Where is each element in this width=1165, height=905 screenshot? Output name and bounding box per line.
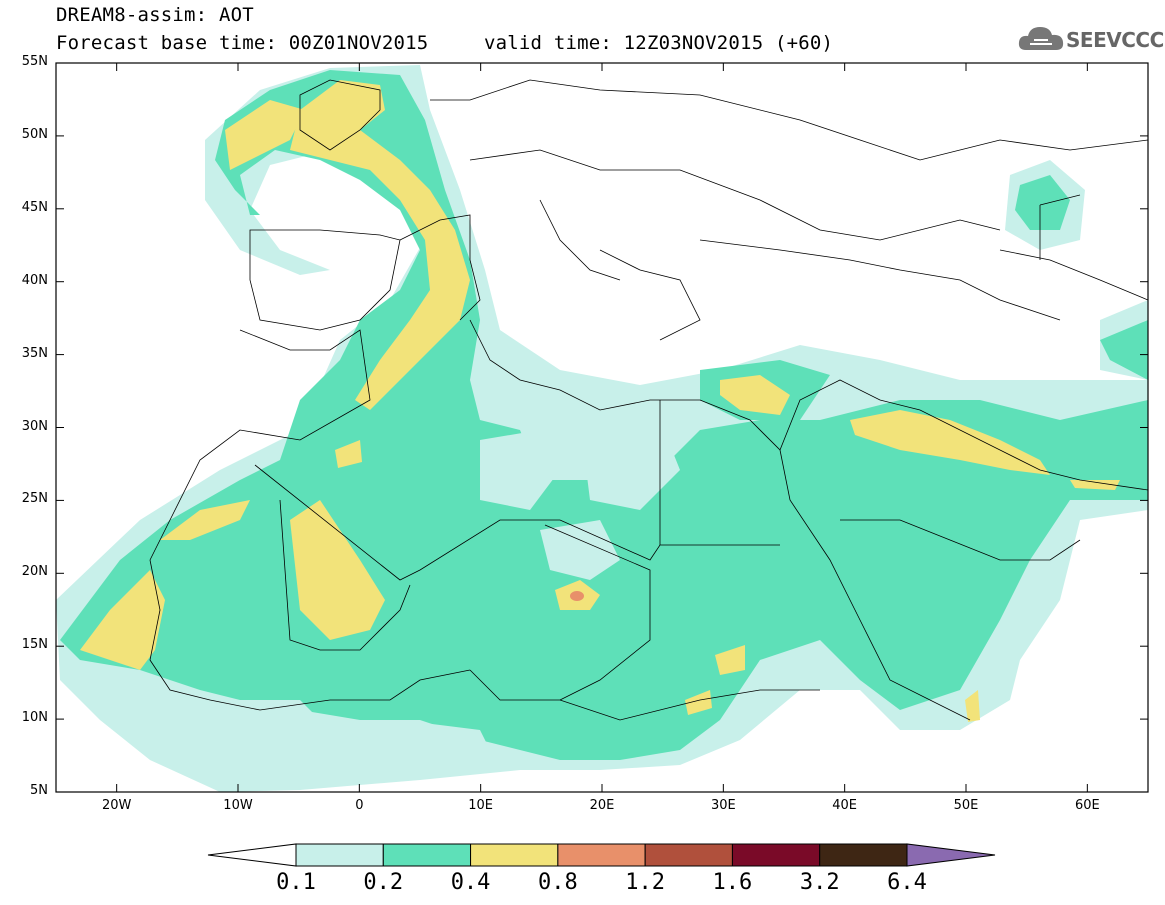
lon-label: 20W — [101, 798, 132, 813]
lat-label: 55N — [21, 54, 48, 69]
borders — [149, 79, 1148, 721]
axis-ticks — [56, 62, 1148, 793]
lat-label: 30N — [21, 418, 48, 434]
colorbar-low-arrow — [207, 843, 297, 867]
lat-label: 45N — [21, 199, 48, 215]
lon-label: 20E — [589, 798, 615, 813]
lon-label: 50E — [953, 798, 979, 813]
lat-label: 25N — [21, 491, 48, 507]
aot-band-0.8 — [570, 591, 584, 601]
colorbar-label: 0.4 — [450, 870, 491, 895]
colorbar — [207, 843, 996, 867]
aot-band-0.1-inner — [180, 420, 680, 780]
colorbar-label: 1.6 — [712, 870, 753, 895]
seevccc-logo: SEEVCCC — [1018, 22, 1164, 56]
colorbar-box — [819, 843, 908, 867]
valid-time: valid time: 12Z03NOV2015 (+60) — [484, 32, 834, 54]
colorbar-high-arrow — [906, 843, 996, 867]
colorbar-box — [644, 843, 733, 867]
lat-label: 50N — [21, 126, 48, 142]
colorbar-box — [295, 843, 384, 867]
colorbar-label: 1.2 — [625, 870, 666, 895]
colorbar-label: 6.4 — [887, 870, 927, 895]
lon-label: 10W — [223, 798, 253, 813]
lon-label: 0 — [355, 798, 364, 813]
aot-band-0.4 — [80, 80, 1120, 722]
lon-label: 10E — [468, 798, 494, 813]
lat-label: 35N — [21, 345, 48, 361]
colorbar-box — [382, 843, 472, 867]
lat-label: 5N — [30, 783, 48, 798]
colorbar-label: 0.8 — [537, 870, 578, 895]
colorbar-label: 0.1 — [276, 870, 316, 895]
lon-label: 30E — [710, 798, 736, 813]
colorbar-label: 3.2 — [799, 870, 840, 895]
lon-label: 60E — [1074, 798, 1100, 813]
map-title: DREAM8-assim: AOT — [56, 4, 254, 26]
colorbar-label: 0.2 — [363, 870, 404, 895]
cloud-icon — [1018, 27, 1064, 50]
lat-label: 15N — [21, 637, 48, 653]
lat-label: 10N — [21, 710, 48, 726]
lat-label: 40N — [21, 272, 48, 288]
lat-label: 20N — [21, 564, 48, 580]
colorbar-box — [557, 843, 646, 867]
colorbar-box — [731, 843, 821, 867]
logo-text: SEEVCCC — [1066, 28, 1164, 52]
colorbar-box — [470, 843, 559, 867]
lon-label: 40E — [832, 798, 858, 813]
base-time: Forecast base time: 00Z01NOV2015 — [56, 32, 429, 54]
aot-fields — [56, 63, 1148, 792]
forecast-times: Forecast base time: 00Z01NOV2015 valid ti… — [56, 32, 833, 54]
